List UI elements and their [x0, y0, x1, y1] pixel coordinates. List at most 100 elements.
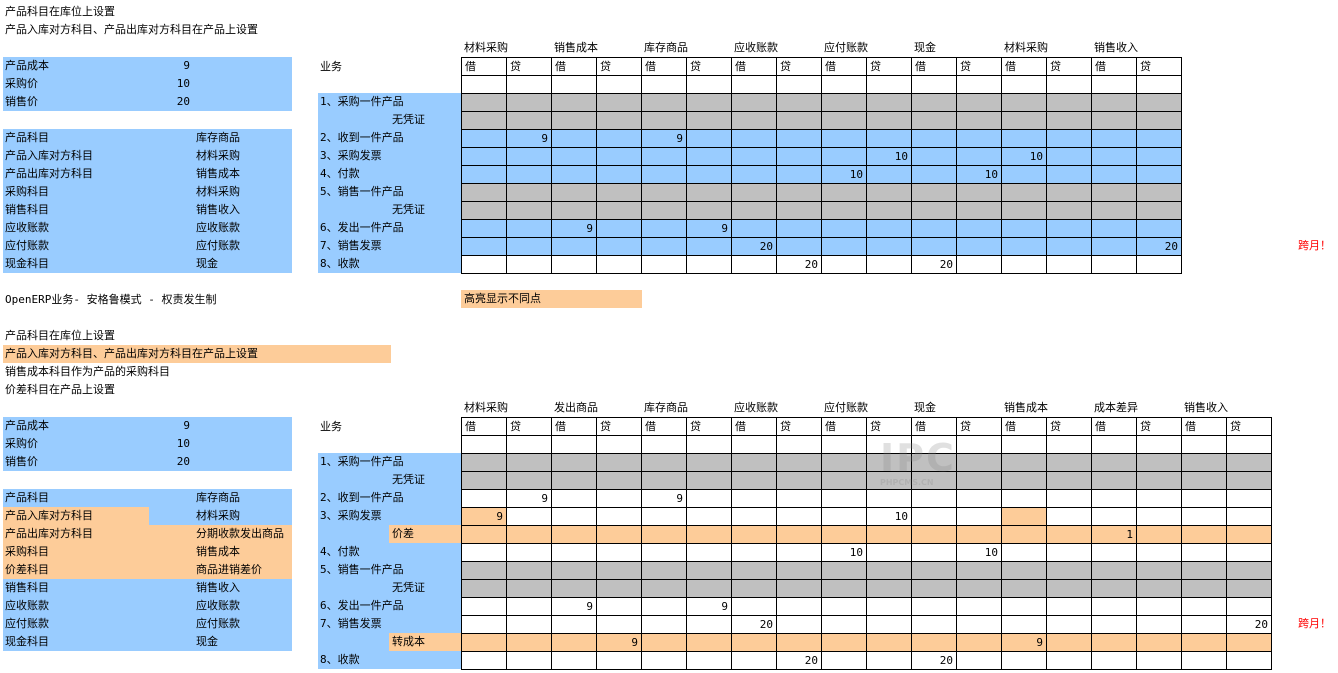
ledger-row: 20 20 [461, 255, 1182, 274]
biz-step: 7、销售发票 [320, 617, 382, 630]
ledger-cell [506, 579, 552, 598]
ledger-cell [956, 129, 1002, 148]
ledger-cell [1091, 471, 1137, 490]
biz-step: 6、发出一件产品 [320, 221, 404, 234]
ledger-cell [1091, 615, 1137, 634]
ledger-cell [596, 561, 642, 580]
ledger-cell [596, 75, 642, 94]
ledger-cell [1181, 615, 1227, 634]
account-value: 销售收入 [196, 203, 240, 216]
account-label: 产品科目 [5, 491, 49, 504]
ledger-cell [821, 255, 867, 274]
account-value: 应收账款 [196, 221, 240, 234]
account-value: 应收账款 [196, 599, 240, 612]
ledger-cell [776, 237, 822, 256]
dc-header: 贷 [596, 57, 642, 76]
legend-highlight: 高亮显示不同点 [461, 290, 642, 308]
ledger-row: 9 10 [461, 507, 1272, 526]
ledger-cell [956, 471, 1002, 490]
ledger-row: 20 20 [461, 237, 1182, 256]
dc-header: 借 [821, 57, 867, 76]
ledger-row [461, 93, 1182, 112]
biz-step: 无凭证 [392, 581, 425, 594]
param-label: 采购价 [5, 437, 38, 450]
ledger-cell [776, 165, 822, 184]
biz-step: 无凭证 [392, 473, 425, 486]
account-value: 材料采购 [196, 185, 240, 198]
ledger-cell: 20 [911, 255, 957, 274]
ledger-cell [821, 147, 867, 166]
ledger-cell [1136, 165, 1182, 184]
account-value: 现金 [196, 257, 218, 270]
ledger-cell [956, 93, 1002, 112]
biz-step: 无凭证 [392, 113, 425, 126]
ledger-cell [1226, 435, 1272, 454]
biz-step: 1、采购一件产品 [320, 95, 404, 108]
ledger-cell [866, 219, 912, 238]
dc-header: 借 [911, 57, 957, 76]
ledger-row: 10 10 [461, 543, 1272, 562]
ledger-cell [506, 543, 552, 562]
ledger-cell [866, 255, 912, 274]
ledger-cell [1046, 183, 1092, 202]
ledger-cell [1001, 453, 1047, 472]
account-header: 应收账款 [734, 401, 778, 414]
ledger-cell [641, 525, 687, 544]
ledger-cell [866, 561, 912, 580]
ledger-cell [596, 525, 642, 544]
ledger-cell [1046, 255, 1092, 274]
ledger-cell [1001, 507, 1047, 526]
ledger-cell: 20 [1226, 615, 1272, 634]
ledger-cell [1046, 75, 1092, 94]
ledger-cell [461, 615, 507, 634]
dc-header: 借 [821, 417, 867, 436]
ledger-cell [911, 525, 957, 544]
ledger-cell [596, 237, 642, 256]
ledger-cell [821, 489, 867, 508]
account-header: 销售成本 [554, 41, 598, 54]
ledger-cell [551, 255, 597, 274]
ledger-cell [1001, 111, 1047, 130]
ledger-cell [596, 615, 642, 634]
ledger-row [461, 453, 1272, 472]
ledger-cell [461, 453, 507, 472]
ledger-cell: 9 [461, 507, 507, 526]
ledger-cell [911, 507, 957, 526]
ledger-cell [461, 489, 507, 508]
account-header: 现金 [914, 41, 936, 54]
ledger-cell [866, 183, 912, 202]
ledger-cell: 10 [956, 543, 1002, 562]
ledger-cell [461, 165, 507, 184]
biz-step: 2、收到一件产品 [320, 131, 404, 144]
ledger-cell [551, 147, 597, 166]
dc-header: 借 [1181, 417, 1227, 436]
biz-step: 5、销售一件产品 [320, 563, 404, 576]
account-header: 应付账款 [824, 41, 868, 54]
ledger-cell [641, 633, 687, 652]
ledger-cell [1001, 597, 1047, 616]
ledger-cell [1001, 435, 1047, 454]
ledger-cell [551, 615, 597, 634]
ledger-cell [1226, 543, 1272, 562]
ledger-cell [506, 453, 552, 472]
ledger-cell [506, 75, 552, 94]
ledger-cell [1001, 183, 1047, 202]
ledger-cell [461, 633, 507, 652]
ledger-cell [1046, 633, 1092, 652]
ledger-cell [641, 201, 687, 220]
ledger-cell [911, 183, 957, 202]
ledger-cell [551, 579, 597, 598]
account-value: 销售成本 [196, 167, 240, 180]
ledger-cell [1226, 525, 1272, 544]
ledger-cell [1136, 615, 1182, 634]
biz-step: 7、销售发票 [320, 239, 382, 252]
dc-header: 贷 [686, 57, 732, 76]
ledger-cell [551, 183, 597, 202]
ledger-cell [911, 561, 957, 580]
dc-header: 贷 [1136, 57, 1182, 76]
highlight-cell [389, 525, 461, 543]
ledger-cell [1046, 93, 1092, 112]
ledger-cell [461, 525, 507, 544]
